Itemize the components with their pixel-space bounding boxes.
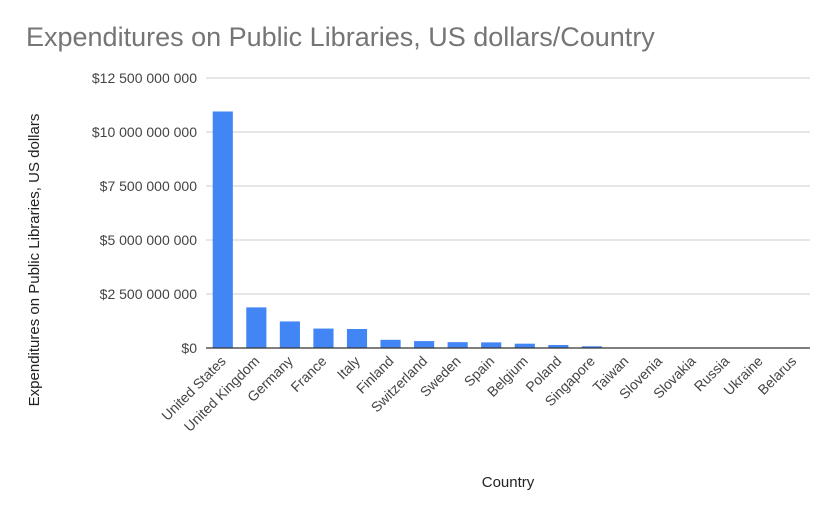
y-tick-label: $0 [181,340,197,356]
y-tick-label: $12 500 000 000 [92,70,197,86]
y-axis-tick-labels: $0 $2 500 000 000 $5 000 000 000 $7 500 000… [92,70,197,356]
bar-france [313,328,334,348]
bars [212,111,804,349]
y-tick-label: $2 500 000 000 [100,286,198,302]
bar-united-states [212,111,233,348]
bar-finland [380,339,401,348]
bar-belgium [514,343,535,348]
x-category-label: Italy [334,353,363,382]
gridlines [206,77,810,295]
y-tick-label: $10 000 000 000 [92,124,197,140]
chart-title: Expenditures on Public Libraries, US dol… [26,22,655,52]
bar-poland [548,344,569,348]
bar-united-kingdom [246,307,267,348]
x-axis-title: Country [482,474,535,491]
bar-spain [481,342,502,348]
y-axis-title: Expenditures on Public Libraries, US dol… [26,114,43,407]
bar-switzerland [414,341,435,348]
bar-singapore [581,346,602,348]
bar-italy [346,328,368,348]
x-category-label: France [287,353,329,395]
bar-sweden [447,342,468,348]
y-tick-label: $5 000 000 000 [100,232,198,248]
bar-germany [279,321,300,348]
y-tick-label: $7 500 000 000 [100,178,198,194]
